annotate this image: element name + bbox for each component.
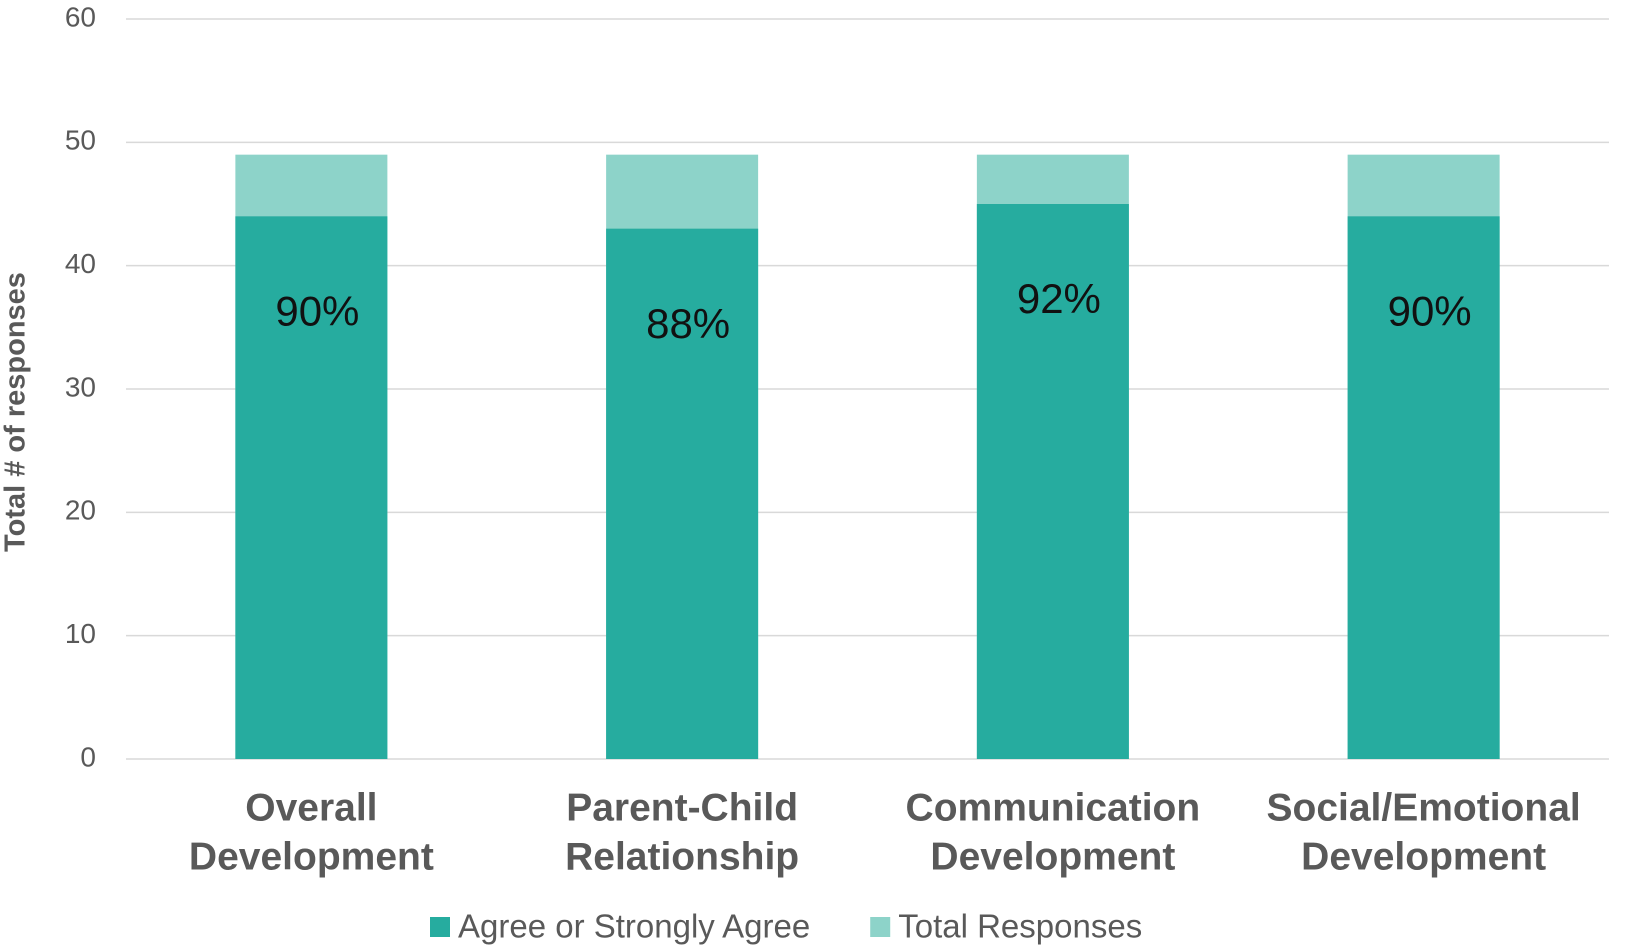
- y-tick-label: 40: [65, 248, 96, 279]
- x-tick-label: Development: [189, 835, 434, 878]
- annotation: 92%: [1017, 275, 1101, 322]
- annotation: 90%: [275, 287, 359, 334]
- legend-label: Total Responses: [898, 908, 1142, 945]
- x-tick-label: Development: [930, 835, 1175, 878]
- y-tick-label: 30: [65, 371, 96, 402]
- y-tick-label: 60: [65, 1, 96, 32]
- bar: [606, 228, 759, 759]
- y-tick-label: 10: [65, 618, 96, 649]
- x-tick-label: Development: [1301, 835, 1546, 878]
- legend-swatch: [430, 917, 450, 937]
- bar: [976, 204, 1129, 759]
- annotation: 88%: [646, 300, 730, 347]
- y-tick-label: 50: [65, 125, 96, 156]
- annotation: 90%: [1388, 287, 1472, 334]
- bar: [235, 216, 388, 760]
- bar: [1347, 216, 1500, 760]
- x-tick-label: Social/Emotional: [1267, 786, 1581, 829]
- y-tick-label: 20: [65, 495, 96, 526]
- x-tick-label: Parent-Child: [566, 786, 798, 829]
- x-tick-label: Communication: [906, 786, 1201, 829]
- legend-label: Agree or Strongly Agree: [458, 908, 810, 945]
- legend-swatch: [870, 917, 891, 937]
- x-tick-label: Overall: [245, 786, 377, 829]
- x-tick-label: Relationship: [565, 835, 799, 878]
- y-axis-title: Total # of responses: [0, 272, 32, 552]
- y-tick-label: 0: [80, 741, 96, 772]
